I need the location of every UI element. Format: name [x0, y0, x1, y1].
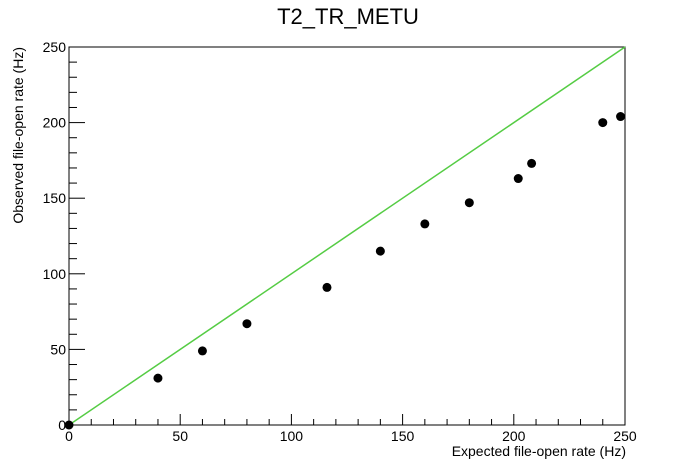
- data-point: [527, 158, 537, 168]
- chart-title: T2_TR_METU: [277, 4, 419, 29]
- x-tick-label: 50: [172, 428, 188, 444]
- data-point: [375, 246, 385, 256]
- y-axis-label: Observed file-open rate (Hz): [10, 47, 26, 224]
- x-tick-label: 250: [613, 428, 637, 444]
- y-tick-label: 250: [43, 39, 67, 55]
- x-axis-label: Expected file-open rate (Hz): [452, 443, 626, 459]
- data-point: [153, 373, 163, 383]
- y-tick-label: 0: [58, 417, 66, 433]
- data-point: [322, 282, 332, 292]
- y-tick-label: 150: [43, 190, 67, 206]
- y-tick-label: 50: [50, 341, 66, 357]
- data-point: [242, 319, 252, 329]
- data-point: [464, 198, 474, 208]
- y-tick-label: 100: [43, 266, 67, 282]
- data-point: [420, 219, 430, 229]
- y-tick-label: 200: [43, 115, 67, 131]
- data-point: [616, 112, 626, 122]
- data-point: [64, 420, 74, 430]
- reference-line: [68, 46, 626, 426]
- x-tick-label: 150: [391, 428, 415, 444]
- plot-frame: [68, 46, 626, 426]
- data-point: [197, 346, 207, 356]
- x-tick-label: 200: [502, 428, 526, 444]
- x-tick-label: 100: [280, 428, 304, 444]
- x-tick-label: 0: [65, 428, 73, 444]
- data-point: [513, 174, 523, 184]
- data-point: [598, 118, 608, 128]
